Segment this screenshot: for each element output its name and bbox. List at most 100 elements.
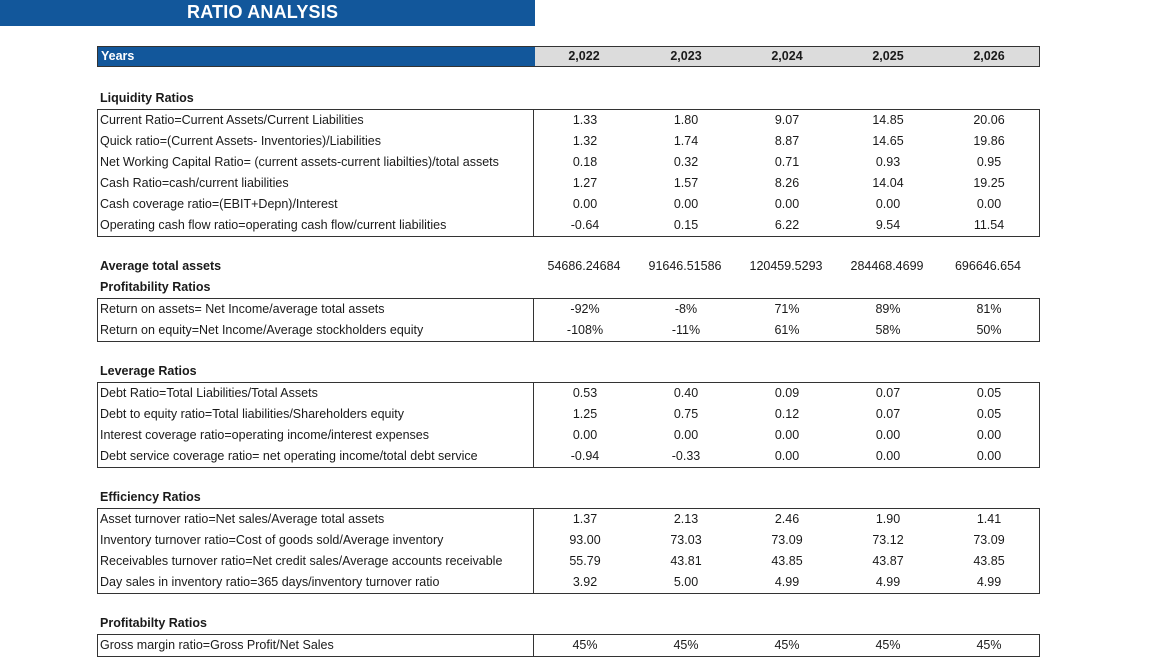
- ratio-value: 9.07: [774, 113, 800, 127]
- table-row: Current Ratio=Current Assets/Current Lia…: [98, 110, 1039, 131]
- ratio-value: 61%: [774, 323, 800, 337]
- ratio-value: 0.75: [673, 407, 699, 421]
- ratio-value: 2.13: [673, 512, 699, 526]
- ratio-value: -0.64: [570, 218, 600, 232]
- ratio-value: 0.09: [774, 386, 800, 400]
- ratio-value: 1.74: [673, 134, 699, 148]
- ratio-value: 4.99: [976, 575, 1002, 589]
- average-total-assets-row: Average total assets 54686.24684 91646.515…: [97, 256, 1040, 277]
- ratio-value: 9.54: [875, 218, 901, 232]
- ratio-value: -0.33: [671, 449, 701, 463]
- ratio-value: 0.95: [976, 155, 1002, 169]
- average-total-assets-value: 54686.24684: [547, 259, 621, 273]
- ratio-value: 58%: [875, 323, 901, 337]
- ratio-value: 0.00: [673, 197, 699, 211]
- table-row: Gross margin ratio=Gross Profit/Net Sale…: [98, 635, 1039, 656]
- year-cell: 2,026: [973, 49, 1005, 63]
- table-row: Operating cash flow ratio=operating cash…: [98, 215, 1039, 236]
- ratio-value: 0.00: [673, 428, 699, 442]
- ratio-value: 73.09: [771, 533, 803, 547]
- ratio-value: 6.22: [774, 218, 800, 232]
- table-row: Cash Ratio=cash/current liabilities 1.27 1…: [98, 173, 1039, 194]
- ratio-value: 0.00: [875, 428, 901, 442]
- ratio-value: 0.00: [572, 197, 598, 211]
- table-row: Inventory turnover ratio=Cost of goods s…: [98, 530, 1039, 551]
- ratio-value: 1.57: [673, 176, 699, 190]
- ratio-value: 0.71: [774, 155, 800, 169]
- ratio-value: 0.07: [875, 386, 901, 400]
- ratio-value: 0.40: [673, 386, 699, 400]
- leverage-title: Leverage Ratios: [100, 364, 197, 378]
- ratio-value: 0.07: [875, 407, 901, 421]
- ratio-value: 55.79: [569, 554, 601, 568]
- efficiency-table: Asset turnover ratio=Net sales/Average t…: [97, 508, 1040, 594]
- average-total-assets-value: 91646.51586: [648, 259, 722, 273]
- ratio-value: 14.65: [872, 134, 904, 148]
- ratio-label: Quick ratio=(Current Assets- Inventories…: [98, 131, 534, 152]
- ratio-value: 0.32: [673, 155, 699, 169]
- table-row: Return on equity=Net Income/Average stoc…: [98, 320, 1039, 341]
- profitability-title: Profitability Ratios: [100, 280, 211, 294]
- ratio-value: 4.99: [774, 575, 800, 589]
- ratio-value: 1.41: [976, 512, 1002, 526]
- table-row: Debt service coverage ratio= net operati…: [98, 446, 1039, 467]
- table-row: Return on assets= Net Income/average tot…: [98, 299, 1039, 320]
- ratio-value: 89%: [875, 302, 901, 316]
- year-cell: 2,022: [568, 49, 600, 63]
- ratio-value: 0.93: [875, 155, 901, 169]
- ratio-value: 1.90: [875, 512, 901, 526]
- ratio-value: 0.00: [774, 197, 800, 211]
- ratio-value: 1.33: [572, 113, 598, 127]
- ratio-label: Gross margin ratio=Gross Profit/Net Sale…: [98, 635, 534, 656]
- ratio-label: Interest coverage ratio=operating income…: [98, 425, 534, 446]
- ratio-label: Operating cash flow ratio=operating cash…: [98, 215, 534, 236]
- ratio-label: Net Working Capital Ratio= (current asse…: [98, 152, 534, 173]
- ratio-label: Receivables turnover ratio=Net credit sa…: [98, 551, 534, 572]
- efficiency-title: Efficiency Ratios: [100, 490, 201, 504]
- ratio-value: 93.00: [569, 533, 601, 547]
- average-total-assets-label: Average total assets: [100, 259, 222, 273]
- ratio-value: 0.53: [572, 386, 598, 400]
- ratio-label: Day sales in inventory ratio=365 days/in…: [98, 572, 534, 593]
- ratio-value: 2.46: [774, 512, 800, 526]
- ratio-value: 0.00: [774, 428, 800, 442]
- table-row: Debt to equity ratio=Total liabilities/S…: [98, 404, 1039, 425]
- ratio-label: Cash Ratio=cash/current liabilities: [98, 173, 534, 194]
- average-total-assets-value: 284468.4699: [850, 259, 924, 273]
- ratio-value: 0.00: [875, 449, 901, 463]
- ratio-value: 0.00: [976, 449, 1002, 463]
- ratio-value: 50%: [976, 323, 1002, 337]
- ratio-value: 3.92: [572, 575, 598, 589]
- leverage-table: Debt Ratio=Total Liabilities/Total Asset…: [97, 382, 1040, 468]
- ratio-value: 5.00: [673, 575, 699, 589]
- ratio-value: 0.12: [774, 407, 800, 421]
- table-row: Debt Ratio=Total Liabilities/Total Asset…: [98, 383, 1039, 404]
- ratio-value: 43.85: [973, 554, 1005, 568]
- ratio-value: 1.25: [572, 407, 598, 421]
- ratio-value: 0.05: [976, 386, 1002, 400]
- ratio-value: 1.27: [572, 176, 598, 190]
- ratio-value: 45%: [875, 638, 901, 652]
- ratio-value: 19.86: [973, 134, 1005, 148]
- year-cell: 2,024: [771, 49, 803, 63]
- ratio-value: 11.54: [973, 218, 1005, 232]
- ratio-value: 71%: [774, 302, 800, 316]
- ratio-label: Current Ratio=Current Assets/Current Lia…: [98, 110, 534, 131]
- ratio-value: 14.04: [872, 176, 904, 190]
- table-row: Cash coverage ratio=(EBIT+Depn)/Interest…: [98, 194, 1039, 215]
- ratio-label: Debt service coverage ratio= net operati…: [98, 446, 534, 467]
- table-row: Receivables turnover ratio=Net credit sa…: [98, 551, 1039, 572]
- table-row: Net Working Capital Ratio= (current asse…: [98, 152, 1039, 173]
- ratio-value: 45%: [976, 638, 1002, 652]
- ratio-label: Debt Ratio=Total Liabilities/Total Asset…: [98, 383, 534, 404]
- ratio-value: 0.18: [572, 155, 598, 169]
- liquidity-title: Liquidity Ratios: [100, 91, 194, 105]
- ratio-value: 8.26: [774, 176, 800, 190]
- ratio-value: 1.80: [673, 113, 699, 127]
- ratio-value: 0.15: [673, 218, 699, 232]
- ratio-value: 1.32: [572, 134, 598, 148]
- ratio-value: 14.85: [872, 113, 904, 127]
- ratio-value: 81%: [976, 302, 1002, 316]
- ratio-label: Return on equity=Net Income/Average stoc…: [98, 320, 534, 341]
- ratio-value: -0.94: [570, 449, 600, 463]
